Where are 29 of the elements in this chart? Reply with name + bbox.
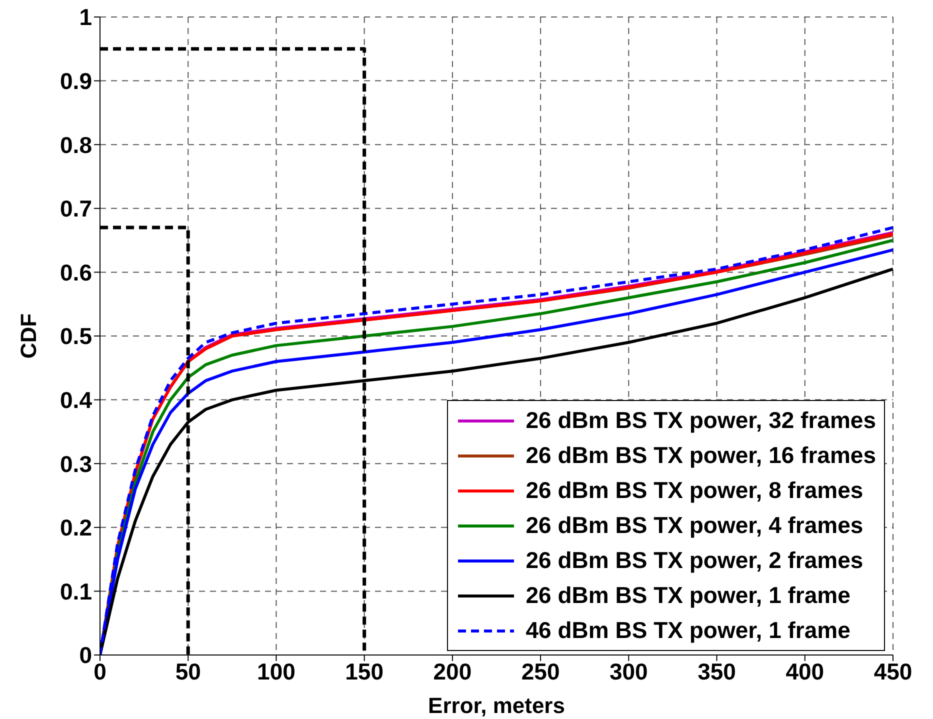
legend-label: 26 dBm BS TX power, 8 frames <box>526 477 864 504</box>
y-tick-label: 0 <box>79 642 92 668</box>
y-tick-label: 0.1 <box>60 578 92 604</box>
x-tick-label: 100 <box>257 658 296 684</box>
x-tick-label: 250 <box>521 658 560 684</box>
y-tick-label: 1 <box>79 4 92 30</box>
legend-label: 26 dBm BS TX power, 2 frames <box>526 547 864 574</box>
legend-label: 26 dBm BS TX power, 4 frames <box>526 512 864 539</box>
x-tick-label: 400 <box>786 658 824 684</box>
y-tick-label: 0.9 <box>60 68 92 94</box>
y-tick-label: 0.8 <box>60 132 92 158</box>
legend-label: 26 dBm BS TX power, 32 frames <box>526 407 876 434</box>
x-tick-label: 150 <box>345 658 384 684</box>
x-tick-label: 200 <box>433 658 472 684</box>
x-tick-label: 50 <box>175 658 201 684</box>
y-tick-label: 0.2 <box>60 514 92 541</box>
y-tick-label: 0.4 <box>60 386 92 413</box>
legend-label: 46 dBm BS TX power, 1 frame <box>526 617 850 644</box>
y-axis-title: CDF <box>16 313 41 359</box>
x-tick-label: 350 <box>698 658 736 684</box>
y-tick-label: 0.7 <box>60 196 92 222</box>
x-axis-title: Error, meters <box>428 693 565 718</box>
x-tick-label: 300 <box>609 658 648 684</box>
legend-label: 26 dBm BS TX power, 16 frames <box>526 442 876 469</box>
x-tick-label: 450 <box>874 658 912 684</box>
y-tick-label: 0.5 <box>60 323 92 350</box>
y-tick-label: 0.6 <box>60 259 92 286</box>
y-tick-label: 0.3 <box>60 450 92 477</box>
legend-label: 26 dBm BS TX power, 1 frame <box>526 582 850 609</box>
